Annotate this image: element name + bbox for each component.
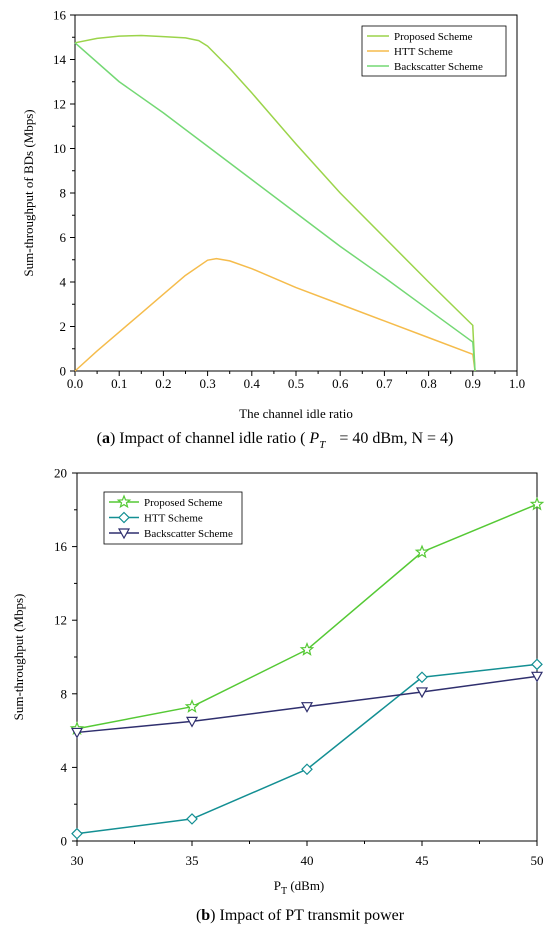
chart-a-y-tick-label: 2 — [60, 319, 67, 334]
chart-b-x-axis-label: PT (dBm) — [274, 878, 325, 897]
chart-a-y-tick-label: 8 — [60, 186, 67, 201]
chart-a-y-tick-label: 14 — [53, 52, 67, 67]
chart-b-data-point-1-3 — [416, 671, 428, 684]
chart-b-data-point-0-2 — [299, 641, 315, 656]
chart-a-x-tick-label: 1.0 — [509, 376, 525, 391]
chart-a-x-tick-label: 0.8 — [420, 376, 436, 391]
chart-a-x-tick-label: 0.6 — [332, 376, 349, 391]
chart-b-y-tick-label: 16 — [54, 539, 68, 554]
chart-a-y-tick-label: 10 — [53, 141, 66, 156]
chart-a-y-tick-label: 12 — [53, 97, 66, 112]
chart-a-y-tick-label: 6 — [60, 230, 67, 245]
chart-b-y-tick-label: 12 — [54, 613, 67, 628]
chart-b-x-tick-label: 40 — [301, 853, 314, 868]
chart-a-y-tick-label: 4 — [60, 275, 67, 290]
chart-b-data-point-0-4 — [529, 496, 545, 511]
chart-a-y-tick-label: 16 — [53, 8, 67, 23]
chart-a-legend-label-1: HTT Scheme — [394, 46, 453, 58]
chart-a-x-tick-label: 0.1 — [111, 376, 127, 391]
chart-b-y-tick-label: 20 — [54, 466, 67, 481]
chart-b-data-point-1-1 — [186, 813, 198, 825]
chart-a-x-tick-label: 0.4 — [244, 376, 261, 391]
chart-a-series-line-0 — [74, 34, 476, 372]
chart-b-data-point-0-1 — [184, 699, 200, 713]
chart-b-x-tick-label: 35 — [186, 853, 199, 868]
chart-b-legend-marker-1 — [118, 511, 130, 524]
chart-a-y-axis-label: Sum-throughput of BDs (Mbps) — [21, 109, 36, 276]
chart-a-legend-label-0: Proposed Scheme — [394, 31, 473, 43]
chart-b-y-tick-label: 8 — [61, 686, 68, 701]
chart-b-legend-label-0: Proposed Scheme — [144, 497, 223, 509]
chart-b-x-tick-label: 30 — [71, 853, 84, 868]
chart-a-x-tick-label: 0.5 — [288, 376, 304, 391]
chart-b-series-line-1 — [76, 663, 538, 835]
chart-b-data-point-2-4 — [530, 671, 544, 683]
chart-b-data-point-1-2 — [301, 763, 313, 776]
chart-a-y-tick-label: 0 — [60, 364, 67, 379]
chart-b-data-point-0-3 — [414, 544, 430, 559]
chart-b-y-tick-label: 0 — [61, 834, 68, 849]
chart-b-y-axis-label: Sum-throughput (Mbps) — [11, 594, 26, 721]
chart-b-x-tick-label: 45 — [416, 853, 429, 868]
chart-a-x-tick-label: 0.7 — [376, 376, 393, 391]
chart-b-legend-marker-2 — [117, 528, 131, 540]
chart-b-legend-label-1: HTT Scheme — [144, 513, 203, 525]
chart-b-data-point-1-4 — [531, 658, 543, 671]
chart-b-legend-label-2: Backscatter Scheme — [144, 528, 233, 540]
chart-a-x-tick-label: 0.0 — [67, 376, 83, 391]
chart-a-legend-label-2: Backscatter Scheme — [394, 61, 483, 73]
chart-a-x-tick-label: 0.3 — [199, 376, 215, 391]
chart-a-series-line-2 — [74, 42, 476, 372]
chart-a-x-tick-label: 0.9 — [465, 376, 481, 391]
chart-b-data-point-2-3 — [415, 687, 429, 699]
chart-b-caption: (b) Impact of PT transmit power — [196, 907, 405, 924]
chart-a-x-axis-label: The channel idle ratio — [239, 406, 353, 421]
chart-b-legend-marker-0 — [116, 494, 132, 509]
chart-a-caption: (a) Impact of channel idle ratio (PT = 40… — [97, 430, 454, 451]
chart-b-y-tick-label: 4 — [61, 760, 68, 775]
chart-a-x-tick-label: 0.2 — [155, 376, 171, 391]
chart-b-data-point-2-2 — [300, 702, 314, 713]
chart-b-data-point-1-0 — [71, 827, 83, 840]
chart-a-series-line-1 — [74, 257, 476, 372]
chart-b-data-point-2-0 — [70, 727, 84, 739]
chart-b-data-point-2-1 — [185, 716, 199, 728]
chart-b-x-tick-label: 50 — [531, 853, 544, 868]
